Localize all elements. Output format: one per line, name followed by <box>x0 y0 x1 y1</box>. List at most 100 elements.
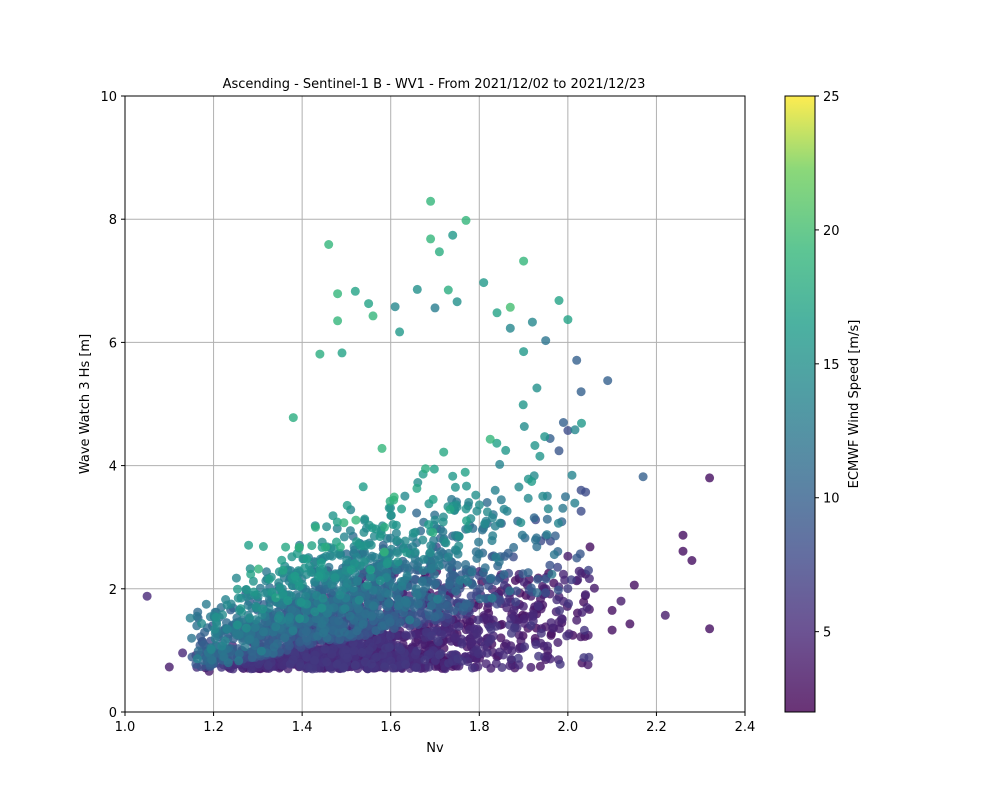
scatter-point <box>482 648 492 658</box>
scatter-point <box>705 624 715 634</box>
scatter-point <box>510 623 519 633</box>
x-tick-label: 2.2 <box>646 720 667 735</box>
scatter-point <box>412 646 422 656</box>
scatter-point <box>400 536 410 546</box>
scatter-point <box>413 599 423 609</box>
scatter-point <box>217 641 227 651</box>
scatter-point <box>294 542 304 552</box>
scatter-point <box>401 660 411 669</box>
scatter-point <box>460 467 470 477</box>
scatter-point <box>444 658 454 668</box>
scatter-point <box>603 376 613 386</box>
scatter-point <box>550 531 560 541</box>
colorbar-tick-label: 20 <box>823 224 840 239</box>
scatter-point <box>328 511 338 521</box>
scatter-point <box>339 532 349 542</box>
scatter-point <box>678 530 688 540</box>
scatter-point <box>474 649 483 659</box>
scatter-point <box>377 443 387 453</box>
scatter-point <box>538 491 548 501</box>
scatter-point <box>511 586 521 596</box>
scatter-point <box>529 513 539 523</box>
scatter-point <box>518 601 528 611</box>
scatter-point <box>507 646 517 656</box>
scatter-point <box>607 625 617 635</box>
scatter-point <box>509 542 519 552</box>
scatter-point <box>416 607 426 617</box>
scatter-point <box>438 517 448 527</box>
scatter-point <box>561 492 570 502</box>
scatter-point <box>487 513 497 523</box>
scatter-point <box>475 594 485 604</box>
scatter-point <box>185 613 195 623</box>
scatter-point <box>322 522 332 532</box>
scatter-point <box>576 506 586 516</box>
scatter-point <box>330 573 340 583</box>
scatter-point <box>241 623 251 633</box>
x-tick-label: 1.6 <box>380 720 401 735</box>
scatter-point <box>560 575 570 585</box>
scatter-point <box>536 628 546 638</box>
scatter-point <box>367 659 376 669</box>
scatter-point <box>572 355 582 365</box>
scatter-point <box>498 650 508 660</box>
colorbar-ticks: 5 10 15 20 25 <box>815 90 840 641</box>
scatter-point <box>438 527 448 537</box>
scatter-point <box>245 634 255 644</box>
scatter-point <box>352 537 362 547</box>
scatter-point <box>248 576 258 586</box>
scatter-point <box>296 662 306 671</box>
scatter-point <box>553 638 563 647</box>
scatter-point <box>441 538 451 548</box>
x-tick-label: 2.0 <box>558 720 579 735</box>
scatter-point <box>465 617 475 627</box>
scatter-point <box>496 495 506 505</box>
scatter-point <box>385 631 395 641</box>
scatter-point <box>342 578 352 588</box>
scatter-point <box>285 659 295 669</box>
scatter-point <box>357 647 367 657</box>
colorbar-tick-label: 10 <box>823 492 840 507</box>
scatter-point <box>391 528 401 538</box>
y-axis-label: Wave Watch 3 Hs [m] <box>78 334 93 474</box>
scatter-point <box>532 542 542 552</box>
scatter-point <box>520 642 530 652</box>
scatter-point <box>231 573 241 583</box>
scatter-point <box>197 619 207 628</box>
scatter-point <box>428 527 438 537</box>
scatter-point <box>391 520 401 530</box>
scatter-point <box>394 642 404 652</box>
scatter-point <box>395 618 405 628</box>
scatter-point <box>249 587 259 597</box>
scatter-point <box>555 606 565 615</box>
scatter-point <box>234 630 244 640</box>
scatter-point <box>532 383 542 393</box>
scatter-point <box>429 464 439 474</box>
scatter-point <box>519 256 529 266</box>
scatter-point <box>452 560 462 570</box>
scatter-point <box>463 524 473 534</box>
scatter-point <box>480 519 490 529</box>
scatter-point <box>258 542 268 551</box>
scatter-point <box>678 546 688 556</box>
scatter-point <box>563 551 573 561</box>
scatter-point <box>384 589 394 599</box>
scatter-point <box>486 624 496 634</box>
scatter-point <box>509 605 519 615</box>
scatter-point <box>499 570 509 579</box>
scatter-point <box>497 663 507 672</box>
scatter-point <box>629 580 639 590</box>
scatter-point <box>563 315 573 325</box>
scatter-point <box>558 503 568 513</box>
scatter-point <box>487 593 497 603</box>
scatter-point <box>277 555 287 565</box>
scatter-point <box>393 601 403 611</box>
scatter-point <box>358 482 368 492</box>
y-tick-label: 0 <box>109 706 117 721</box>
scatter-point <box>210 634 220 644</box>
scatter-point <box>234 649 244 659</box>
scatter-point <box>527 477 537 486</box>
scatter-point <box>327 580 337 590</box>
scatter-point <box>581 590 590 600</box>
